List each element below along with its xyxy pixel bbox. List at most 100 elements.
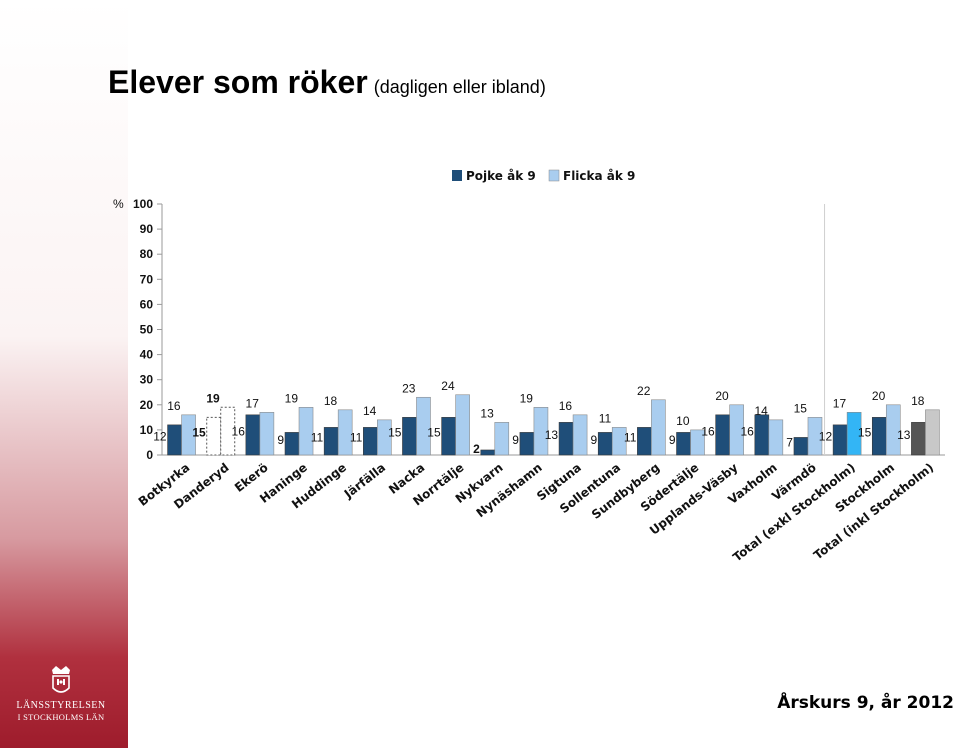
value-label-pojke: 15	[858, 426, 872, 440]
bar-pojke	[715, 414, 730, 456]
value-label-pojke: 13	[545, 428, 559, 442]
bar-flicka	[416, 396, 431, 456]
legend-label-pojke: Pojke åk 9	[466, 169, 536, 183]
value-label-flicka: 14	[754, 404, 768, 418]
value-label-pojke: 12	[153, 429, 167, 443]
bar-pojke	[480, 449, 496, 456]
legend-label-flicka: Flicka åk 9	[563, 169, 635, 183]
bar-flicka	[494, 422, 510, 456]
title-subtitle: (dagligen eller ibland)	[373, 77, 546, 97]
y-tick-label: 40	[140, 348, 154, 362]
page-title: Elever som röker (dagligen eller ibland)	[108, 64, 546, 101]
bar-pojke	[832, 424, 848, 456]
logo: LÄNSSTYRELSEN I STOCKHOLMS LÄN	[6, 664, 116, 722]
value-label-pojke: 7	[786, 436, 793, 450]
bar-flicka	[885, 404, 901, 456]
y-tick-label: 100	[133, 197, 153, 211]
bar-pojke	[871, 417, 887, 456]
value-label-pojke: 15	[388, 426, 402, 440]
value-label-pojke: 9	[277, 433, 284, 447]
value-label-flicka: 16	[167, 399, 181, 413]
value-label-pojke: 15	[192, 426, 206, 440]
value-label-flicka: 22	[637, 384, 651, 398]
bar-pojke	[284, 432, 300, 456]
bar-pojke	[441, 417, 456, 456]
bar-flicka	[611, 427, 627, 456]
legend-swatch-flicka	[548, 169, 560, 182]
y-tick-label: 30	[140, 373, 154, 387]
bar-flicka	[807, 417, 823, 456]
value-label-flicka: 18	[911, 394, 925, 408]
bar-pojke	[793, 437, 809, 456]
title-main: Elever som röker	[108, 64, 368, 100]
bar-flicka	[690, 429, 705, 456]
value-label-pojke: 16	[701, 424, 715, 438]
value-label-pojke: 16	[740, 424, 754, 438]
bar-flicka	[337, 409, 353, 456]
y-tick-label: 80	[140, 247, 154, 261]
bar-flicka	[729, 404, 744, 456]
y-tick-label: 0	[146, 448, 153, 462]
value-label-pojke: 9	[591, 433, 598, 447]
bar-flicka	[259, 412, 275, 456]
bar-flicka	[768, 419, 784, 456]
value-label-pojke: 9	[669, 433, 676, 447]
logo-line2: I STOCKHOLMS LÄN	[17, 712, 105, 722]
logo-line1: LÄNSSTYRELSEN	[16, 700, 106, 711]
value-label-flicka: 20	[872, 389, 886, 403]
bar-flicka	[572, 414, 588, 456]
bar-flicka	[651, 399, 666, 456]
footer-caption: Årskurs 9, år 2012	[777, 693, 954, 713]
value-label-flicka: 14	[363, 404, 377, 418]
crown-emblem-icon	[52, 666, 70, 693]
bar-flicka	[533, 407, 549, 456]
value-label-flicka: 17	[246, 396, 260, 410]
y-tick-label: 20	[140, 398, 154, 412]
bar-flicka	[455, 394, 470, 456]
bar-pojke	[167, 424, 182, 456]
value-label-pojke: 12	[819, 429, 833, 443]
value-label-flicka: 11	[599, 411, 612, 425]
bar-pojke	[206, 416, 222, 456]
legend-swatch-pojke	[452, 170, 462, 181]
bar-pojke	[363, 427, 378, 456]
side-band	[0, 0, 128, 748]
y-axis-unit-label: %	[113, 197, 124, 211]
bar-pojke	[519, 432, 535, 456]
bar-pojke	[323, 427, 339, 456]
bar-pojke	[676, 432, 691, 456]
value-label-flicka: 15	[794, 401, 808, 415]
y-tick-label: 10	[140, 423, 154, 437]
bar-pojke	[754, 414, 770, 456]
bar-flicka	[846, 412, 862, 456]
value-label-flicka: 24	[441, 379, 455, 393]
category-label: Sundbyberg	[589, 460, 662, 521]
value-label-flicka: 13	[480, 406, 494, 420]
value-label-pojke: 13	[897, 428, 911, 442]
value-label-flicka: 18	[324, 394, 338, 408]
bar-flicka	[181, 414, 196, 456]
bar-pojke	[558, 422, 574, 456]
category-label: Järfälla	[341, 460, 388, 501]
bar-pojke	[402, 417, 417, 456]
value-label-pojke: 15	[427, 426, 441, 440]
bar-pojke	[245, 414, 261, 456]
value-label-flicka: 19	[206, 391, 220, 405]
bar-flicka	[298, 407, 314, 456]
value-label-pojke: 2	[473, 442, 480, 456]
value-label-flicka: 17	[833, 396, 847, 410]
value-label-pojke: 11	[624, 431, 637, 445]
value-label-flicka: 10	[676, 414, 690, 428]
y-tick-label: 90	[140, 222, 154, 236]
bar-pojke	[911, 422, 926, 456]
value-label-pojke: 11	[311, 431, 324, 445]
value-label-flicka: 23	[402, 381, 416, 395]
value-label-flicka: 20	[715, 389, 729, 403]
value-label-flicka: 19	[285, 391, 299, 405]
bar-flicka	[377, 419, 392, 456]
y-tick-label: 60	[140, 297, 154, 311]
value-label-flicka: 19	[520, 391, 534, 405]
bar-pojke	[637, 427, 652, 456]
value-label-pojke: 9	[512, 433, 519, 447]
